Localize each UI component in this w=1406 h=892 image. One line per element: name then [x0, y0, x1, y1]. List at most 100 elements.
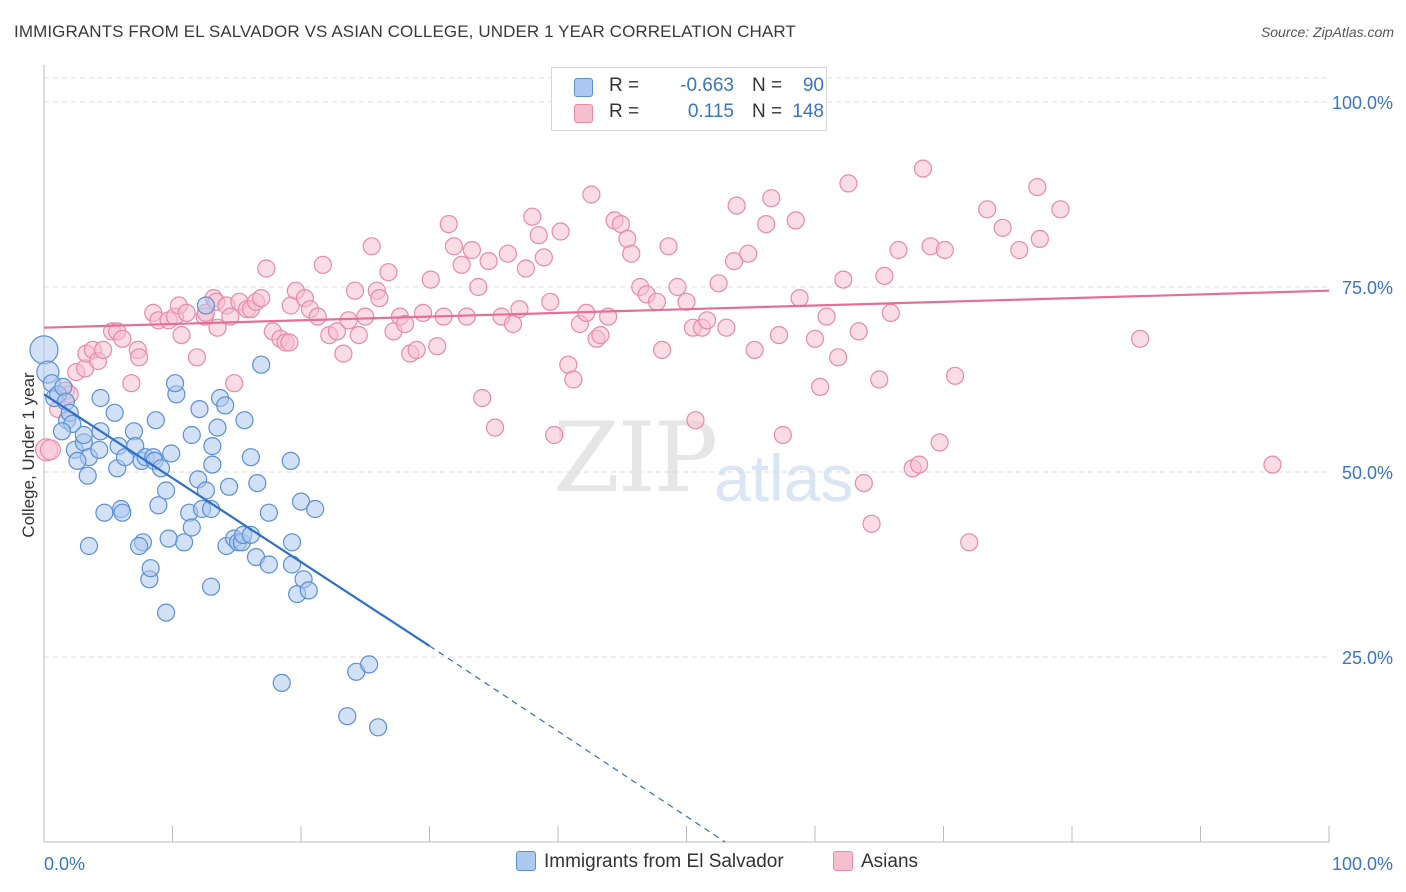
trend-line-asians: [43, 289, 1330, 329]
point-asians: [817, 307, 836, 326]
point-asians: [945, 366, 965, 385]
point-el-salvador: [68, 451, 87, 470]
point-asians: [1028, 178, 1047, 197]
point-asians: [370, 289, 389, 308]
point-asians: [652, 340, 672, 359]
point-el-salvador: [281, 451, 300, 470]
point-el-salvador: [78, 466, 97, 485]
point-asians: [745, 340, 764, 359]
point-asians: [39, 439, 62, 461]
y-axis-title: College, Under 1 year: [19, 372, 38, 538]
point-asians: [854, 474, 873, 493]
point-asians: [362, 237, 381, 256]
point-asians: [187, 348, 207, 367]
legend-r-value: -0.663: [680, 75, 734, 96]
point-asians: [1263, 455, 1282, 474]
point-asians: [308, 307, 327, 326]
source-label: Source: ZipAtlas.com: [1260, 24, 1394, 40]
point-asians: [280, 333, 299, 352]
point-el-salvador: [259, 555, 278, 574]
point-el-salvador: [291, 492, 311, 511]
x-tick-label: 100.0%: [1332, 854, 1393, 874]
point-asians: [769, 326, 789, 345]
point-asians: [428, 337, 447, 356]
blue-swatch: [516, 851, 536, 871]
x-tick-label: 0.0%: [44, 854, 85, 874]
point-asians: [439, 215, 458, 234]
point-asians: [889, 240, 908, 260]
point-asians: [870, 370, 889, 389]
point-asians: [1131, 329, 1150, 348]
legend-item-el-salvador: Immigrants from El Salvador: [516, 851, 784, 873]
point-el-salvador: [105, 403, 124, 422]
point-asians: [129, 348, 149, 367]
point-el-salvador: [190, 400, 209, 419]
point-el-salvador: [306, 499, 325, 519]
point-asians: [862, 514, 881, 533]
point-asians: [839, 174, 858, 193]
point-el-salvador: [201, 577, 221, 596]
pink-swatch: [574, 104, 593, 123]
point-el-salvador: [299, 581, 318, 600]
point-asians: [313, 255, 332, 274]
point-el-salvador: [95, 503, 114, 522]
point-asians: [177, 303, 196, 322]
point-asians: [564, 370, 583, 389]
point-el-salvador: [182, 518, 201, 537]
point-asians: [834, 270, 853, 289]
point-asians: [739, 244, 758, 263]
y-tick-label: 100.0%: [1332, 93, 1393, 113]
point-asians: [516, 259, 535, 278]
legend-r-value: 0.115: [687, 101, 734, 122]
point-asians: [875, 266, 894, 285]
point-asians: [677, 292, 696, 311]
point-el-salvador: [360, 655, 379, 674]
point-asians: [529, 226, 548, 245]
point-asians: [993, 218, 1012, 237]
point-el-salvador: [203, 455, 222, 474]
legend-item-asians: Asians: [833, 851, 918, 873]
y-tick-label: 25.0%: [1342, 648, 1393, 668]
point-asians: [462, 240, 482, 260]
point-el-salvador: [235, 411, 254, 430]
point-asians: [881, 303, 900, 322]
point-el-salvador: [141, 559, 160, 578]
point-asians: [686, 411, 705, 430]
point-asians: [930, 433, 949, 452]
legend-r-label: R =: [609, 75, 640, 96]
point-asians: [829, 348, 848, 367]
point-el-salvador: [272, 673, 291, 693]
point-asians: [473, 388, 492, 408]
point-el-salvador: [79, 536, 99, 556]
point-asians: [413, 303, 433, 322]
legend-n-label: N =: [752, 101, 783, 122]
point-el-salvador: [203, 437, 222, 456]
point-el-salvador: [208, 418, 227, 437]
point-asians: [582, 185, 601, 204]
point-asians: [811, 377, 830, 396]
point-asians: [1010, 240, 1029, 260]
point-asians: [551, 222, 570, 241]
point-asians: [523, 207, 542, 226]
point-asians: [727, 196, 746, 215]
point-el-salvador: [91, 388, 110, 408]
trend-line-el-salvador-extension: [429, 645, 726, 843]
point-asians: [421, 270, 440, 289]
point-el-salvador: [54, 377, 73, 396]
point-asians: [395, 314, 415, 334]
point-asians: [668, 277, 687, 297]
point-asians: [252, 289, 271, 308]
point-asians: [349, 326, 368, 345]
point-asians: [709, 274, 728, 293]
point-el-salvador: [129, 536, 149, 556]
point-asians: [221, 307, 240, 326]
point-asians: [122, 374, 141, 393]
point-asians: [545, 425, 564, 445]
watermark-atlas: atlas: [714, 441, 854, 515]
y-tick-label: 50.0%: [1342, 463, 1393, 483]
point-asians: [913, 159, 933, 178]
point-el-salvador: [338, 707, 357, 726]
point-asians: [790, 289, 809, 308]
point-asians: [498, 244, 517, 263]
